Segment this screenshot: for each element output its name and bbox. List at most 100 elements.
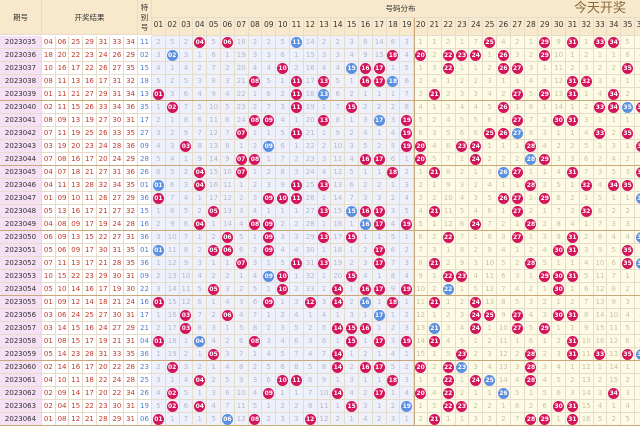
omission-count: 3 xyxy=(566,386,580,400)
distribution-cell: 17 xyxy=(372,256,387,270)
omission-count: 7 xyxy=(414,243,428,257)
omission-count: 3 xyxy=(593,165,608,179)
omission-count: 10 xyxy=(579,334,594,348)
red-ball: 27 xyxy=(511,166,523,178)
omission-count: 1 xyxy=(165,113,180,127)
omission-count: 21 xyxy=(303,126,318,140)
omission-count: 1 xyxy=(221,321,235,335)
distribution-cell: 23 xyxy=(455,360,470,374)
omission-count: 3 xyxy=(234,204,249,218)
omission-count: 4 xyxy=(276,334,290,348)
omission-count: 4 xyxy=(621,399,635,413)
blue-ball: 13 xyxy=(318,88,330,100)
omission-count: 6 xyxy=(593,204,608,218)
omission-count: 5 xyxy=(386,230,401,244)
omission-count: 1 xyxy=(497,139,511,153)
omission-count: 5 xyxy=(386,139,401,153)
distribution-cell: 01 xyxy=(152,178,166,192)
red-ball: 27 xyxy=(511,192,523,204)
omission-count: 6 xyxy=(276,139,290,153)
omission-count: 12 xyxy=(607,334,622,348)
omission-count: 1 xyxy=(221,256,235,270)
blue-ball: 09 xyxy=(263,270,275,282)
special-number: 09 xyxy=(138,139,152,153)
omission-count: 2 xyxy=(524,48,539,62)
omission-count: 5 xyxy=(552,373,566,387)
omission-count: 11 xyxy=(441,204,456,218)
red-ball: 36 xyxy=(635,140,640,152)
red-ball: 15 xyxy=(346,101,358,113)
blue-ball: 22 xyxy=(442,283,454,295)
omission-count: 3 xyxy=(193,256,208,270)
omission-count: 20 xyxy=(303,113,318,127)
omission-count: 6 xyxy=(152,165,166,179)
result-number: 04 xyxy=(42,35,56,49)
red-ball: 29 xyxy=(539,192,551,204)
issue-number: 2023041 xyxy=(0,113,42,127)
omission-count: 5 xyxy=(179,386,194,400)
distribution-cell: 28 xyxy=(524,139,539,153)
blue-ball: 36 xyxy=(635,231,640,243)
omission-count: 1 xyxy=(262,126,277,140)
omission-count: 4 xyxy=(414,204,428,218)
distribution-cell: 11 xyxy=(290,35,304,49)
omission-count: 1 xyxy=(372,399,387,413)
omission-count: 2 xyxy=(207,230,221,244)
omission-count: 2 xyxy=(359,243,373,257)
issue-number: 2023050 xyxy=(0,230,42,244)
result-number: 16 xyxy=(69,360,84,374)
distribution-cell: 03 xyxy=(179,139,194,153)
omission-count: 13 xyxy=(221,204,235,218)
red-ball: 09 xyxy=(263,114,275,126)
omission-count: 4 xyxy=(317,308,332,322)
omission-count: 4 xyxy=(248,269,263,283)
number-header: 11 xyxy=(290,18,304,36)
distribution-cell: 14 xyxy=(331,295,346,309)
omission-count: 1 xyxy=(510,74,525,88)
omission-count: 3 xyxy=(221,74,235,88)
omission-count: 1 xyxy=(386,61,401,75)
number-header: 25 xyxy=(483,18,497,36)
result-number: 22 xyxy=(69,48,84,62)
red-ball: 11 xyxy=(290,88,302,100)
omission-count: 6 xyxy=(386,35,401,49)
distribution-cell: 06 xyxy=(221,230,235,244)
red-ball: 17 xyxy=(373,153,385,165)
distribution-cell: 22 xyxy=(441,360,456,374)
omission-count: 1 xyxy=(483,48,497,62)
omission-count: 1 xyxy=(621,113,635,127)
omission-count: 3 xyxy=(428,126,442,140)
omission-count: 1 xyxy=(414,61,428,75)
omission-count: 5 xyxy=(165,165,180,179)
omission-count: 3 xyxy=(635,386,640,400)
omission-count: 1 xyxy=(234,139,249,153)
omission-count: 8 xyxy=(165,204,180,218)
omission-count: 6 xyxy=(234,334,249,348)
omission-count: 2 xyxy=(414,74,428,88)
omission-count: 4 xyxy=(207,334,221,348)
issue-number: 2023057 xyxy=(0,321,42,335)
distribution-cell: 36 xyxy=(635,191,640,205)
omission-count: 7 xyxy=(303,386,318,400)
result-number: 23 xyxy=(96,399,111,413)
result-number: 13 xyxy=(69,178,84,192)
omission-count: 4 xyxy=(552,360,566,374)
omission-count: 4 xyxy=(234,308,249,322)
omission-count: 13 xyxy=(483,295,497,309)
result-number: 31 xyxy=(124,113,138,127)
omission-count: 1 xyxy=(566,256,580,270)
distribution-cell: 03 xyxy=(179,308,194,322)
distribution-cell: 17 xyxy=(372,74,387,88)
result-number: 04 xyxy=(42,373,56,387)
omission-count: 4 xyxy=(248,61,263,75)
distribution-cell: 32 xyxy=(579,178,594,192)
distribution-cell: 33 xyxy=(593,100,608,114)
issue-number: 2023048 xyxy=(0,204,42,218)
distribution-cell: 29 xyxy=(538,35,553,49)
omission-count: 7 xyxy=(579,165,594,179)
omission-count: 13 xyxy=(593,295,608,309)
number-header: 24 xyxy=(469,18,484,36)
omission-count: 1 xyxy=(152,308,166,322)
omission-count: 1 xyxy=(621,191,635,205)
omission-count: 10 xyxy=(607,308,622,322)
